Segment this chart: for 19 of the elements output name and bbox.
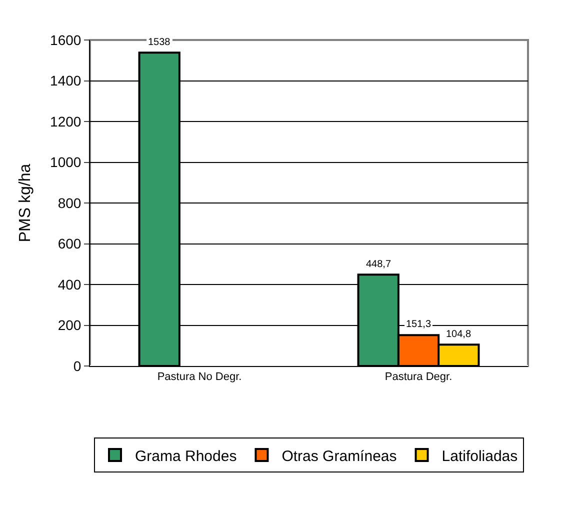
legend-label: Grama Rhodes bbox=[135, 448, 237, 465]
data-label: 448,7 bbox=[366, 259, 392, 270]
x-tick-label: Pastura No Degr. bbox=[157, 371, 242, 384]
y-tick-label: 1000 bbox=[50, 154, 82, 170]
y-tick-label: 1400 bbox=[50, 72, 82, 89]
x-tick-label: Pastura Degr. bbox=[384, 371, 452, 384]
y-tick-label: 1200 bbox=[50, 113, 82, 130]
y-tick-label: 1600 bbox=[50, 32, 82, 48]
y-tick-label: 200 bbox=[58, 317, 82, 334]
y-tick-label: 400 bbox=[58, 276, 82, 292]
data-label: 151,3 bbox=[406, 319, 432, 330]
data-label: 1538 bbox=[148, 37, 171, 48]
y-tick-label: 600 bbox=[58, 236, 82, 252]
legend-label: Otras Gramíneas bbox=[282, 448, 397, 465]
y-axis-title: PMS kg/ha bbox=[16, 164, 34, 242]
y-tick-label: 800 bbox=[58, 194, 82, 211]
y-tick-label: 0 bbox=[73, 358, 82, 374]
legend-label: Latifoliadas bbox=[442, 448, 518, 465]
data-label: 104,8 bbox=[446, 329, 472, 340]
